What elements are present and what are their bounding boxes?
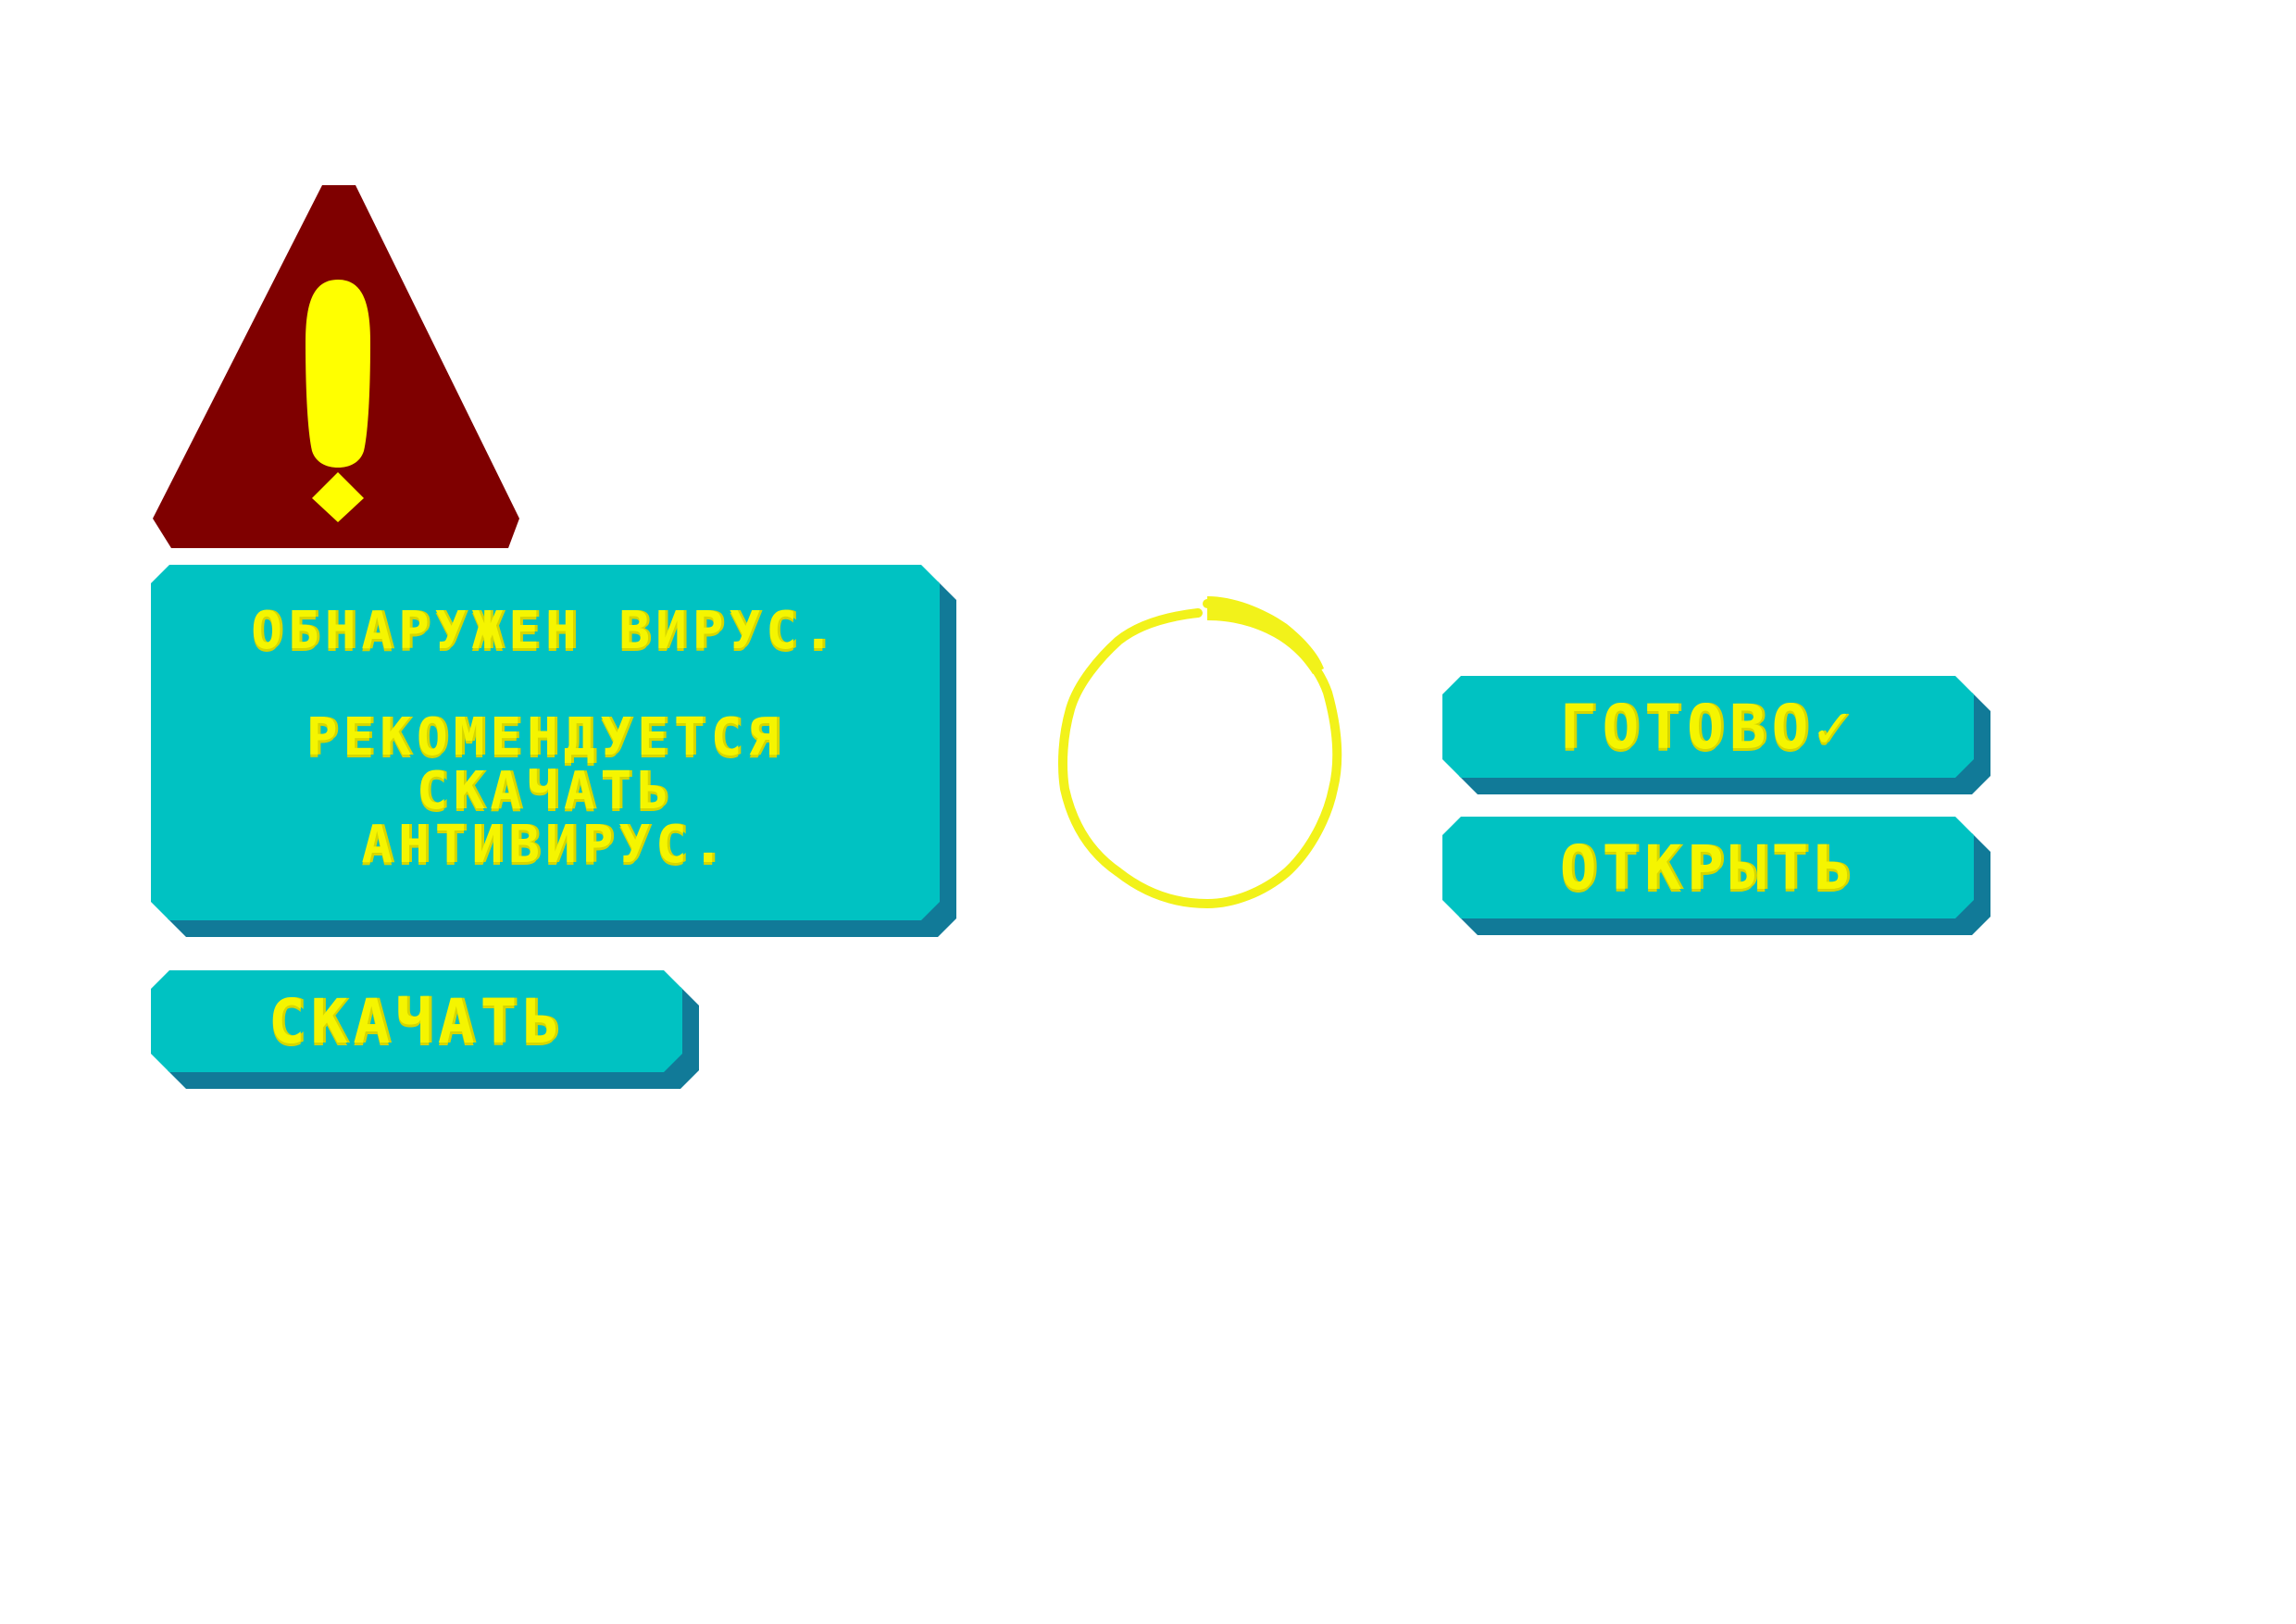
exclamation-dot [312,472,364,522]
done-button-label: ГОТОВО✓ [1559,691,1857,763]
alert-box-face [151,565,940,920]
alert-body-line-1: РЕКОМЕНДУЕТСЯ [306,707,785,768]
spinner-progress-arc [1207,596,1324,674]
exclamation-bar [306,280,370,468]
alert-body-line-3: АНТИВИРУС. [361,815,730,875]
open-button-face [1442,817,1974,918]
open-button-label: ОТКРЫТЬ [1559,831,1857,904]
download-button-face [151,970,682,1072]
done-button-face [1442,676,1974,778]
done-button[interactable]: ГОТОВО✓ [1442,676,1990,794]
open-button[interactable]: ОТКРЫТЬ [1442,817,1990,935]
alert-content: ОБНАРУЖЕН ВИРУС. РЕКОМЕНДУЕТСЯ СКАЧАТЬ А… [151,565,940,920]
loading-spinner-icon [1058,596,1342,909]
virus-alert-box: ОБНАРУЖЕН ВИРУС. РЕКОМЕНДУЕТСЯ СКАЧАТЬ А… [151,565,956,937]
download-button[interactable]: СКАЧАТЬ [151,970,699,1089]
download-button-label: СКАЧАТЬ [268,985,566,1057]
alert-body-line-2: СКАЧАТЬ [416,761,674,821]
alert-title: ОБНАРУЖЕН ВИРУС. [251,601,840,661]
warning-triangle-icon [153,185,519,548]
alert-body: РЕКОМЕНДУЕТСЯ СКАЧАТЬ АНТИВИРУС. [151,711,940,872]
spinner-ring [1058,599,1342,909]
